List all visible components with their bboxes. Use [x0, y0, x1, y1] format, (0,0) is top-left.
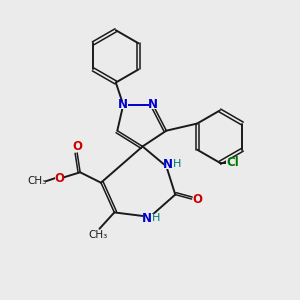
- FancyBboxPatch shape: [142, 214, 158, 223]
- Text: N: N: [148, 98, 158, 111]
- Text: O: O: [193, 193, 202, 206]
- Text: CH₃: CH₃: [88, 230, 108, 240]
- FancyBboxPatch shape: [55, 175, 64, 182]
- Text: N: N: [163, 158, 173, 171]
- FancyBboxPatch shape: [164, 161, 178, 169]
- Text: N: N: [118, 98, 128, 111]
- FancyBboxPatch shape: [119, 101, 128, 109]
- Text: N: N: [142, 212, 152, 225]
- FancyBboxPatch shape: [73, 143, 81, 150]
- FancyBboxPatch shape: [148, 101, 158, 109]
- Text: CH₃: CH₃: [27, 176, 47, 186]
- Text: O: O: [72, 140, 82, 153]
- FancyBboxPatch shape: [226, 159, 239, 167]
- Text: H: H: [152, 213, 160, 224]
- Text: Cl: Cl: [226, 156, 239, 169]
- Text: O: O: [54, 172, 64, 185]
- FancyBboxPatch shape: [194, 195, 202, 203]
- Text: H: H: [173, 159, 182, 169]
